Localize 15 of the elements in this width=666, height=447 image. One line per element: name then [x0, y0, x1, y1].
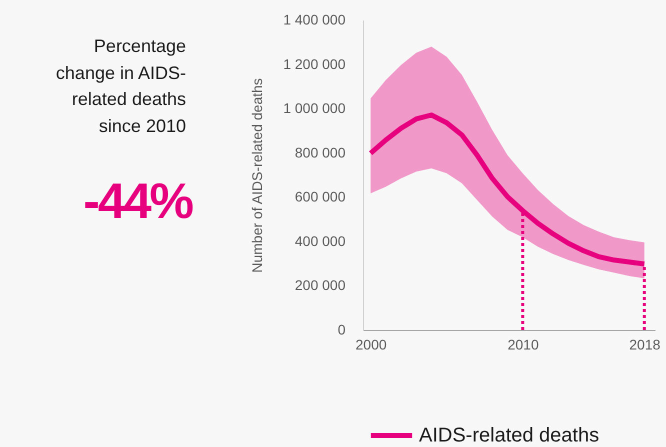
y-axis-title: Number of AIDS-related deaths — [249, 78, 266, 273]
y-tick-label: 1 400 000 — [283, 12, 346, 28]
y-tick-label: 400 000 — [294, 232, 346, 249]
x-tick-label: 2010 — [508, 336, 539, 352]
y-tick-label: 600 000 — [294, 188, 346, 205]
text: -44% — [82, 172, 192, 230]
legend-label: AIDS-related deaths — [419, 424, 600, 446]
y-tick-label: 1 200 000 — [283, 56, 346, 72]
y-tick-label: 800 000 — [294, 144, 346, 160]
x-tick-label: 2018 — [629, 336, 661, 352]
y-tick-label: 0 — [338, 322, 346, 338]
x-tick-label: 2000 — [356, 336, 387, 352]
y-tick-label: 200 000 — [294, 277, 346, 294]
y-tick-label: 1 000 000 — [283, 100, 346, 116]
text: Percentage change in AIDS-related deaths since 2010 — [54, 35, 186, 138]
